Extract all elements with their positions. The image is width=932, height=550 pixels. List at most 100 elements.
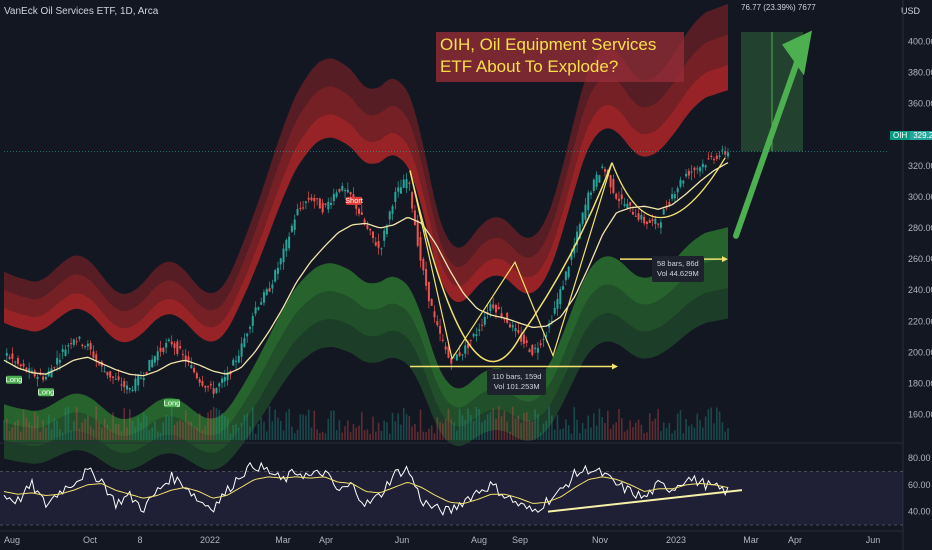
candle-body (391, 206, 394, 214)
upper-band-2 (4, 64, 728, 343)
volume-bar (503, 410, 506, 440)
volume-bar (598, 408, 601, 440)
candle-body (654, 218, 657, 224)
candle-body (120, 384, 123, 386)
candle-body (576, 231, 579, 246)
candle-body (316, 198, 319, 200)
series-lines (3, 162, 729, 377)
annotation-title-line-2: ETF About To Explode? (440, 57, 619, 76)
signal-box (346, 196, 362, 205)
candle-body (696, 168, 699, 170)
volume-bar (288, 408, 290, 440)
candle-body (16, 358, 19, 364)
candle-body (637, 213, 640, 220)
candle-body (257, 307, 260, 310)
volume-bar (458, 408, 461, 440)
volume-bar (274, 409, 276, 440)
candle-body (727, 152, 729, 157)
volume-bar (254, 433, 257, 440)
volume-bar (268, 406, 271, 440)
candle-body (218, 383, 221, 387)
volume-bar (660, 431, 662, 440)
candle-body (539, 343, 542, 346)
volume-bar (386, 422, 388, 440)
candle-body (598, 175, 601, 183)
volume-bar (727, 428, 729, 440)
candle-body (458, 352, 461, 356)
candle-body (151, 359, 154, 368)
candle-body (42, 376, 45, 380)
chart-header: VanEck Oil Services ETF, 1D, Arca (4, 6, 158, 17)
candle-body (520, 334, 523, 342)
volume-bar (341, 432, 344, 440)
volume-bar (416, 431, 419, 440)
signal-box (38, 388, 54, 397)
candle-body (545, 335, 548, 337)
volume-bar (688, 426, 690, 440)
volume-bar (207, 412, 209, 440)
annotation-title[interactable]: OIH, Oil Equipment Services ETF About To… (436, 32, 684, 82)
candle-body (195, 373, 198, 379)
volume-bar (126, 427, 128, 440)
volume-bar (73, 421, 75, 440)
price-tick-label: 320.00 (908, 161, 932, 171)
candle-body (84, 346, 87, 348)
candle-body (380, 248, 383, 250)
volume-bar (442, 423, 444, 440)
candle-body (472, 333, 475, 337)
volume-bar (142, 412, 145, 440)
volume-bar (176, 421, 179, 440)
candle-body (109, 371, 112, 378)
volume-bar (109, 429, 112, 440)
candle-body (408, 182, 411, 184)
volume-bar (344, 426, 346, 440)
candle-body (469, 339, 472, 341)
volume-bar (492, 408, 494, 440)
volume-bar (514, 418, 517, 440)
candle-body (620, 194, 623, 200)
volume-bar (112, 412, 114, 440)
volume-bar (525, 412, 528, 440)
volume-bar (61, 432, 64, 440)
volume-bar (671, 433, 673, 440)
candle-body (11, 353, 14, 359)
candle-body (215, 387, 218, 393)
candle-body (550, 320, 553, 322)
volume-bar (713, 423, 715, 440)
candle-body (190, 365, 193, 369)
volume-bar (372, 416, 374, 440)
volume-bar (721, 422, 724, 440)
candle-body (226, 372, 229, 381)
volume-bar (5, 418, 8, 440)
volume-bar (327, 418, 330, 440)
candle-body (676, 188, 679, 193)
candle-body (81, 344, 84, 347)
candle-body (8, 357, 11, 359)
candle-body (176, 341, 179, 354)
volume-bar (243, 414, 246, 440)
volume-bar (291, 426, 293, 440)
candle-body (148, 359, 151, 371)
price-tick-label: 220.00 (908, 316, 932, 326)
volume-bar (33, 412, 36, 440)
candle-body (629, 202, 632, 206)
volume-bar (576, 419, 578, 440)
candle-body (310, 197, 313, 201)
candle-body (486, 311, 489, 313)
volume-bar (324, 433, 327, 440)
candle-body (28, 368, 31, 372)
volume-bar (198, 413, 201, 440)
zigzag-pattern-line (409, 162, 613, 361)
candle-body (112, 376, 115, 378)
candle-body (14, 361, 17, 363)
candle-body (268, 288, 271, 292)
volume-bar (307, 409, 310, 440)
range-arrowhead-right (722, 256, 728, 263)
candle-body (260, 302, 263, 305)
volume-bar (456, 430, 458, 440)
candle-body (276, 267, 279, 274)
candle-body (528, 349, 531, 353)
candle-body (237, 355, 240, 363)
